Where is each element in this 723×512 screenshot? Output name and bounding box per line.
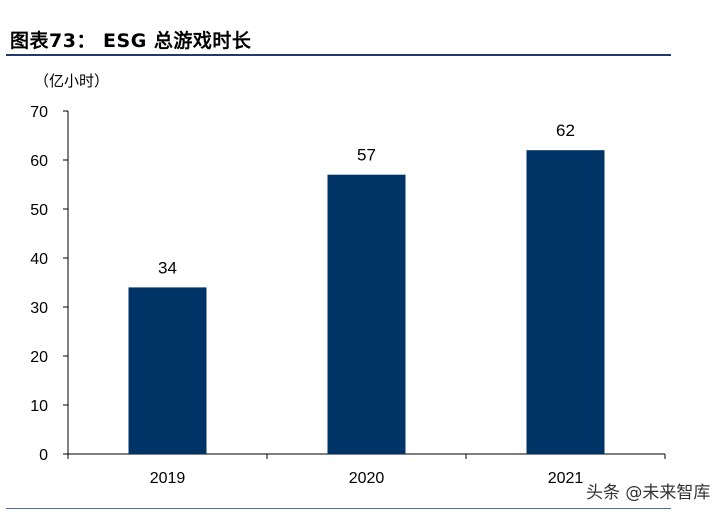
data-label: 57 bbox=[357, 146, 376, 165]
title-divider bbox=[6, 54, 671, 56]
y-tick-label: 30 bbox=[30, 300, 48, 317]
y-tick-label: 60 bbox=[30, 153, 48, 170]
bars: 34 2019 57 2020 62 2021 bbox=[128, 121, 605, 487]
bar-2020 bbox=[327, 174, 406, 454]
x-tick-label: 2020 bbox=[349, 470, 385, 487]
x-tick-label: 2019 bbox=[150, 470, 186, 487]
y-tick-label: 70 bbox=[30, 104, 48, 121]
y-unit-label: （亿小时） bbox=[34, 72, 109, 90]
data-label: 62 bbox=[556, 121, 575, 140]
y-tick-label: 40 bbox=[30, 251, 48, 268]
x-tick-label: 2021 bbox=[548, 470, 584, 487]
bar-2019 bbox=[128, 287, 207, 454]
y-tick-label: 20 bbox=[30, 349, 48, 366]
figure-title: 图表73： ESG 总游戏时长 bbox=[10, 30, 252, 52]
watermark: 头条 @未来智库 bbox=[586, 483, 711, 503]
y-tick-label: 0 bbox=[39, 447, 48, 464]
data-label: 34 bbox=[158, 258, 177, 277]
footer-divider bbox=[6, 508, 671, 509]
y-tick-label: 10 bbox=[30, 398, 48, 415]
bar-2021 bbox=[526, 150, 605, 454]
y-tick-label: 50 bbox=[30, 202, 48, 219]
